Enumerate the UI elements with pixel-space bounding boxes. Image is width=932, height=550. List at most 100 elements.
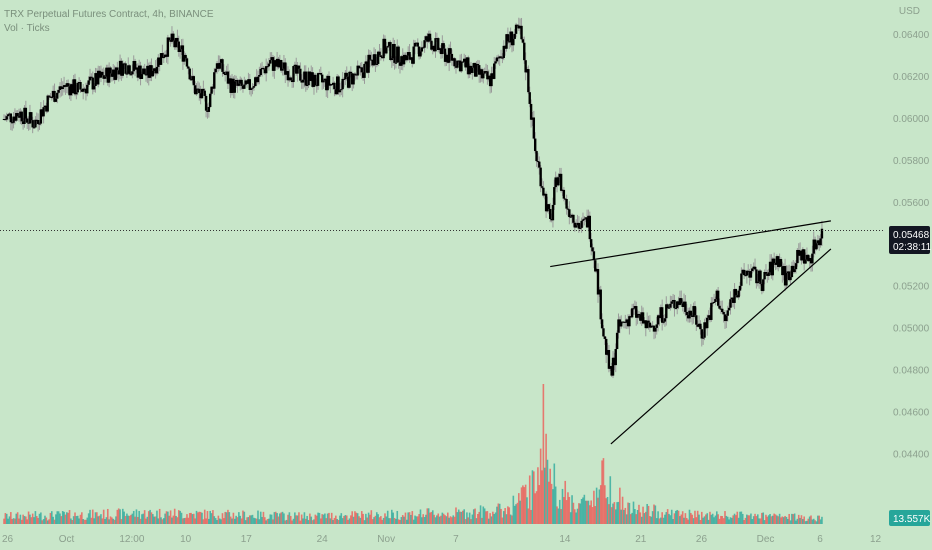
candle-body — [311, 72, 314, 87]
candle-body — [432, 45, 436, 52]
volume-bar — [295, 515, 298, 524]
candle-body — [599, 289, 602, 320]
candle-body — [546, 204, 549, 212]
candle-body — [193, 85, 197, 95]
candle-body — [738, 285, 742, 291]
volume-bar — [11, 519, 13, 524]
candle-body — [249, 88, 253, 90]
candle-body — [808, 258, 811, 262]
volume-bar — [486, 511, 489, 524]
volume-bar — [819, 519, 822, 524]
volume-bar — [294, 512, 296, 524]
volume-bar — [403, 516, 405, 524]
candle-body — [785, 273, 788, 286]
candle-body — [572, 214, 575, 223]
volume-bar — [392, 512, 394, 524]
volume-bar — [483, 508, 486, 524]
volume-bar — [504, 508, 506, 524]
volume-bar — [647, 505, 650, 524]
volume-bar — [680, 514, 683, 524]
candle-body — [60, 86, 63, 90]
candle-body — [38, 123, 41, 125]
volume-bar — [96, 512, 98, 524]
volume-bar — [549, 468, 552, 524]
volume-bar — [284, 520, 287, 524]
candle-body — [382, 38, 385, 59]
candle-body — [64, 85, 67, 87]
candle-body — [816, 240, 820, 244]
candle-body — [109, 67, 112, 74]
volume-bar — [89, 509, 91, 524]
volume-bar — [533, 471, 535, 524]
candle-body — [375, 63, 378, 65]
volume-bar — [496, 506, 498, 524]
volume-bar — [639, 512, 642, 524]
volume-bar — [407, 512, 409, 524]
symbol-title[interactable]: TRX Perpetual Futures Contract, 4h, BINA… — [4, 9, 214, 20]
volume-bar — [687, 519, 689, 524]
volume-bar — [572, 502, 575, 524]
volume-bar — [274, 511, 277, 524]
candle-body — [98, 70, 101, 78]
volume-bar — [26, 519, 29, 524]
candle-body — [643, 320, 646, 324]
candle-body — [579, 227, 582, 229]
volume-bar — [231, 518, 233, 524]
candle-body — [88, 76, 92, 81]
volume-bar — [725, 515, 728, 524]
candle-body — [357, 65, 361, 69]
volume-bar — [550, 483, 553, 524]
volume-bar — [48, 519, 50, 524]
volume-bar — [669, 515, 672, 524]
candle-body — [484, 71, 488, 73]
volume-bar — [762, 512, 765, 524]
volume-bar — [266, 519, 269, 524]
volume-indicator-label[interactable]: Vol · Ticks — [4, 23, 50, 34]
candle-body — [277, 58, 280, 68]
candle-body — [99, 71, 103, 78]
volume-bar — [467, 517, 470, 524]
volume-bar — [255, 518, 258, 524]
volume-bar — [113, 519, 116, 524]
candle-body — [301, 79, 305, 83]
candle-body — [805, 254, 809, 260]
candle-body — [719, 308, 723, 310]
volume-bar — [563, 497, 565, 524]
volume-bar — [154, 516, 157, 524]
candle-body — [789, 277, 792, 281]
volume-bar — [313, 519, 315, 524]
candle-body — [656, 315, 660, 325]
volume-bar — [109, 516, 112, 524]
candle-body — [523, 42, 526, 61]
candle-body — [539, 167, 542, 187]
volume-bar — [817, 515, 819, 524]
volume-bar — [240, 518, 243, 524]
candle-body — [604, 338, 608, 355]
volume-bar — [691, 514, 694, 524]
volume-bar — [752, 516, 755, 524]
volume-bar — [558, 499, 561, 524]
candle-body — [296, 65, 299, 74]
volume-bar — [792, 514, 795, 524]
candle-body — [727, 307, 731, 311]
candle-body — [422, 47, 425, 49]
candle-body — [584, 217, 587, 219]
volume-bar — [232, 512, 235, 524]
volume-bar — [490, 516, 493, 524]
candle-body — [704, 322, 708, 329]
volume-bar — [220, 519, 222, 524]
volume-bar — [720, 515, 722, 524]
volume-bar — [658, 518, 661, 524]
candle-body — [91, 77, 94, 90]
volume-bar — [396, 510, 399, 524]
candle-body — [431, 45, 434, 50]
candle-body — [112, 69, 115, 77]
trendline — [550, 220, 831, 268]
volume-bar — [229, 516, 232, 524]
volume-bar — [194, 518, 196, 524]
volume-bar — [475, 518, 478, 524]
volume-bar — [777, 516, 780, 524]
volume-bar — [755, 516, 758, 524]
x-tick-label: 10 — [180, 534, 192, 545]
